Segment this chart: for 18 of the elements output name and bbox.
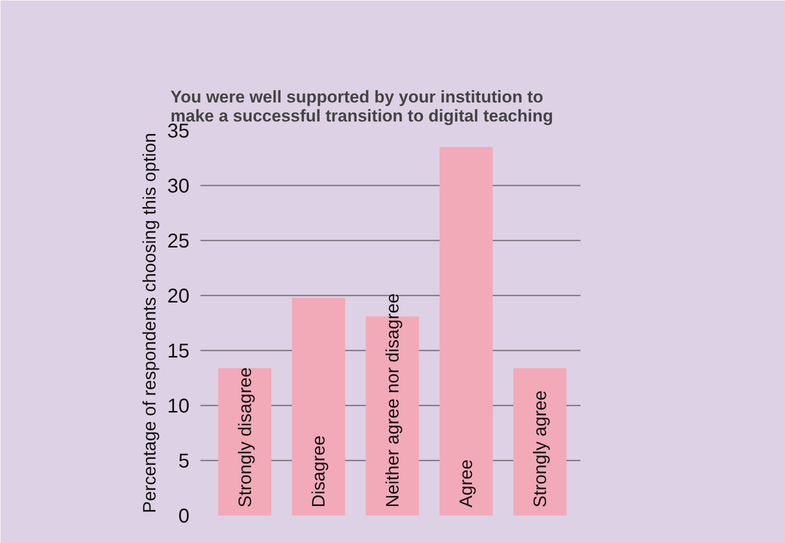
x-tick-label: Strongly disagree — [234, 367, 255, 508]
y-tick-label: 25 — [167, 230, 190, 252]
y-tick-label: 20 — [167, 286, 190, 308]
x-tick-label: Agree — [456, 459, 476, 508]
y-tick-label: 0 — [178, 506, 190, 528]
y-tick-label: 5 — [178, 450, 190, 472]
x-tick-label: Neither agree nor disagree — [382, 293, 402, 508]
bar — [218, 368, 272, 516]
y-tick-label: 35 — [167, 120, 190, 142]
y-tick-label: 30 — [167, 176, 190, 198]
y-axis-title: Percentage of respondents choosing this option — [139, 132, 160, 514]
y-tick-label: 10 — [167, 396, 190, 418]
bar — [292, 298, 346, 516]
bar — [513, 368, 566, 516]
x-tick-label: Strongly agree — [530, 390, 550, 508]
bar — [440, 147, 493, 516]
x-tick-label: Disagree — [308, 435, 329, 508]
y-tick-label: 15 — [167, 340, 190, 362]
